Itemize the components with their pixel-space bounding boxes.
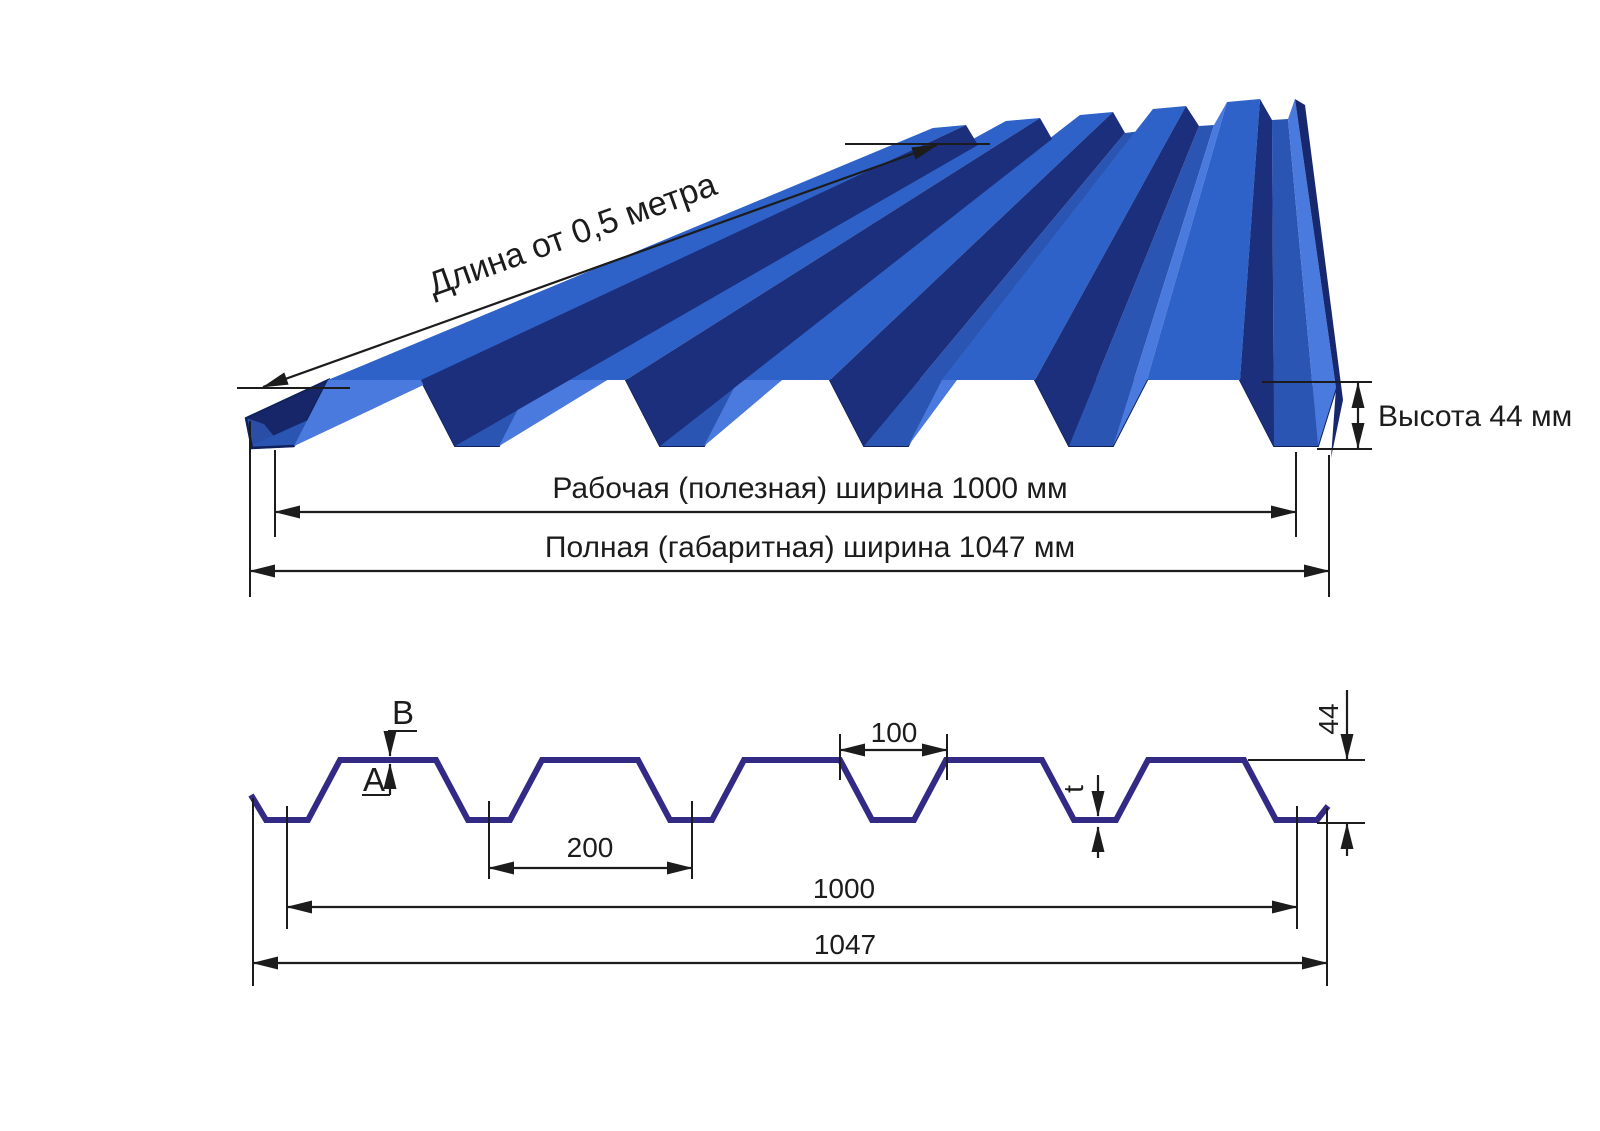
label-a: A bbox=[363, 761, 385, 798]
dimension-a: A bbox=[362, 761, 397, 798]
valley-strip bbox=[1272, 119, 1318, 446]
sheet-left-lip-edge bbox=[244, 417, 295, 450]
upslope-strip bbox=[1113, 102, 1227, 446]
label-t: t bbox=[1058, 785, 1089, 793]
downslope-strip bbox=[1240, 99, 1274, 446]
label-100: 100 bbox=[871, 717, 918, 748]
height-label: Высота 44 мм bbox=[1378, 400, 1572, 433]
crest-strip bbox=[942, 106, 1186, 380]
dimension-1000: 1000 bbox=[286, 806, 1298, 929]
dimension-b: B bbox=[383, 694, 417, 757]
overall-width-label: Полная (габаритная) ширина 1047 мм bbox=[545, 531, 1075, 564]
working-width-label: Рабочая (полезная) ширина 1000 мм bbox=[552, 472, 1067, 505]
upslope-strip bbox=[1288, 99, 1336, 446]
height-dimension-3d: Высота 44 мм bbox=[1262, 381, 1572, 450]
working-width-dimension-3d: Рабочая (полезная) ширина 1000 мм bbox=[274, 450, 1297, 537]
label-200: 200 bbox=[567, 832, 614, 863]
sheet-right-lip bbox=[1295, 99, 1343, 458]
dimension-1047: 1047 bbox=[252, 798, 1328, 986]
profile-cross-section bbox=[248, 757, 1331, 823]
length-dimension-line bbox=[262, 143, 938, 389]
crest-strip bbox=[1147, 99, 1260, 380]
downslope-strip bbox=[1035, 106, 1199, 446]
dimension-44: 44 bbox=[1248, 690, 1365, 856]
overall-width-dimension-3d: Полная (габаритная) ширина 1047 мм bbox=[249, 421, 1330, 597]
dimension-200: 200 bbox=[488, 801, 693, 879]
valley-strip bbox=[1069, 125, 1214, 446]
dimension-t: t bbox=[1058, 775, 1105, 858]
label-1000: 1000 bbox=[813, 873, 875, 904]
sheet-3d bbox=[244, 99, 1343, 458]
label-1047: 1047 bbox=[814, 929, 876, 960]
dimension-100: 100 bbox=[839, 717, 948, 780]
label-44: 44 bbox=[1313, 703, 1344, 734]
label-b: B bbox=[392, 694, 414, 731]
